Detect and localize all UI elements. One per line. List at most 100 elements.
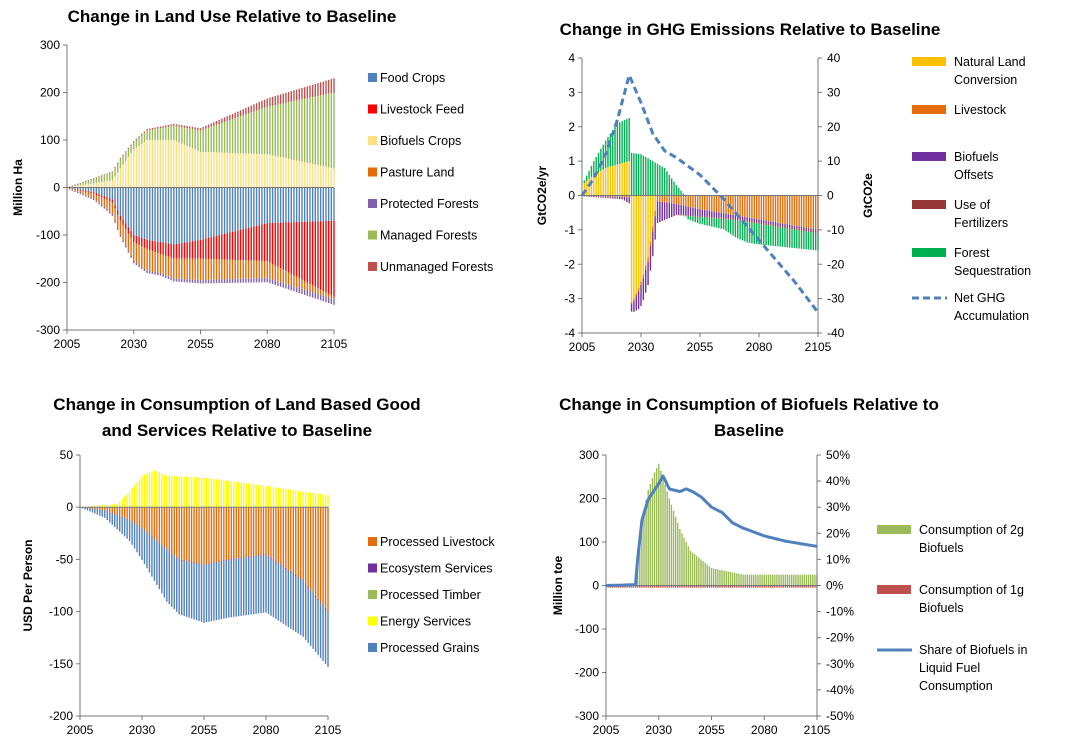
bar-2027-s4 [133,523,136,549]
bar-2049-s2 [685,206,687,216]
bar-2093-s1 [788,195,791,225]
x-tick-label: 2080 [746,340,773,354]
bar-2044-s1 [176,557,178,558]
legend: Natural LandConversionLivestockBiofuelsO… [912,55,1031,323]
bar-2025-s0 [647,489,649,586]
bar-2101-s0 [322,187,325,222]
bar-2077-s1 [257,555,260,557]
bar-2083-s3 [765,223,767,225]
bar-2059-s1 [719,585,721,588]
bar-2013-s4 [600,148,602,171]
bar-2031-s0 [143,507,146,531]
bar-2033-s0 [664,484,666,586]
bar-2098-s2 [800,226,803,230]
legend-label: Forest [954,246,990,260]
bar-2068-s0 [738,573,740,586]
bar-2031-s1 [642,274,645,279]
bar-2020-s3 [116,503,118,508]
bar-2035-s1 [146,239,148,250]
bar-2021-s3 [619,198,621,200]
bar-2081-s1 [267,555,270,557]
bar-2100-s3 [314,493,317,507]
bar-2036-s1 [156,540,158,542]
bar-2028-s0 [653,472,656,586]
bar-2094-s0 [793,574,795,586]
bar-2101-s3 [322,291,325,296]
bar-2064-s2 [223,152,226,188]
bar-2078-s1 [753,195,755,219]
bar-2075-s1 [753,585,755,588]
bar-2069-s3 [237,260,239,279]
bar-2067-s0 [233,507,235,559]
bar-2077-s3 [751,221,753,223]
bar-2043-s0 [173,507,175,556]
bar-2054-s3 [197,258,199,280]
bar-2089-s1 [287,569,290,571]
bar-2068-s3 [234,259,236,279]
bar-2058-s3 [706,216,708,218]
bar-2064-s0 [729,572,732,586]
bar-2086-s2 [282,157,284,188]
bar-2060-s3 [215,479,218,507]
bar-2042-s2 [165,140,167,188]
bar-2061-s4 [215,279,218,284]
bar-2025-s1 [119,216,122,221]
bar-2044-s0 [687,546,689,586]
bar-2102-s1 [809,585,812,588]
bar-2070-s3 [239,260,242,279]
bar-2104-s6 [330,79,333,94]
bar-2043-s4 [670,178,673,196]
bar-2096-s0 [304,507,307,584]
y-axis-label: USD Per Person [21,539,35,631]
bar-2088-s2 [777,222,779,226]
bar-2089-s0 [782,574,784,586]
bar-2007-s4 [586,175,588,182]
bar-2095-s1 [793,195,796,226]
bar-2075-s4 [253,278,255,283]
bar-2066-s3 [725,218,727,220]
bar-2041-s2 [162,140,164,188]
bar-2022-s5 [111,172,114,181]
bar-2030-s4 [141,528,143,560]
bar-2037-s1 [656,195,659,202]
bar-2022-s0 [121,507,123,517]
bar-2036-s3 [156,471,158,508]
bar-2047-s0 [693,554,696,586]
bar-2069-s1 [237,230,239,261]
bar-2010-s2 [593,195,595,197]
bar-2066-s0 [229,187,231,233]
bar-2047-s3 [680,214,682,216]
bar-2048-s5 [181,127,183,144]
bar-2019-s4 [103,207,106,209]
bar-2039-s6 [157,126,159,129]
bar-2054-s0 [197,187,199,241]
bar-2058-s6 [207,124,210,128]
bar-2086-s1 [280,564,282,566]
bar-2076-s3 [748,221,751,223]
bar-2047-s1 [183,560,185,562]
bar-2034-s3 [649,270,652,271]
bar-2024-s4 [126,519,128,539]
bar-2015-s3 [104,505,106,508]
bar-2025-s1 [128,519,131,521]
bar-2023-s0 [643,510,645,586]
bar-2103-s4 [812,232,814,251]
bar-2039-s3 [661,220,663,222]
bar-2006-s6 [68,186,71,188]
bar-2074-s3 [250,260,252,279]
bar-2071-s4 [242,278,244,283]
bar-2104-s4 [814,232,817,251]
bar-2027-s1 [133,523,136,524]
bar-2027-s2 [633,301,635,312]
bar-2012-s2 [597,196,600,197]
bar-2033-s3 [647,284,649,286]
bar-2021-s4 [619,122,621,164]
bar-2029-s0 [655,468,658,586]
bar-2082-s3 [763,223,765,225]
legend-label: Pasture Land [380,166,454,180]
bar-2091-s3 [784,226,786,228]
bar-2071-s4 [737,220,739,239]
y2-tick-label: 40 [827,51,841,65]
bar-2037-s3 [151,251,154,272]
bar-2012-s0 [84,187,87,191]
